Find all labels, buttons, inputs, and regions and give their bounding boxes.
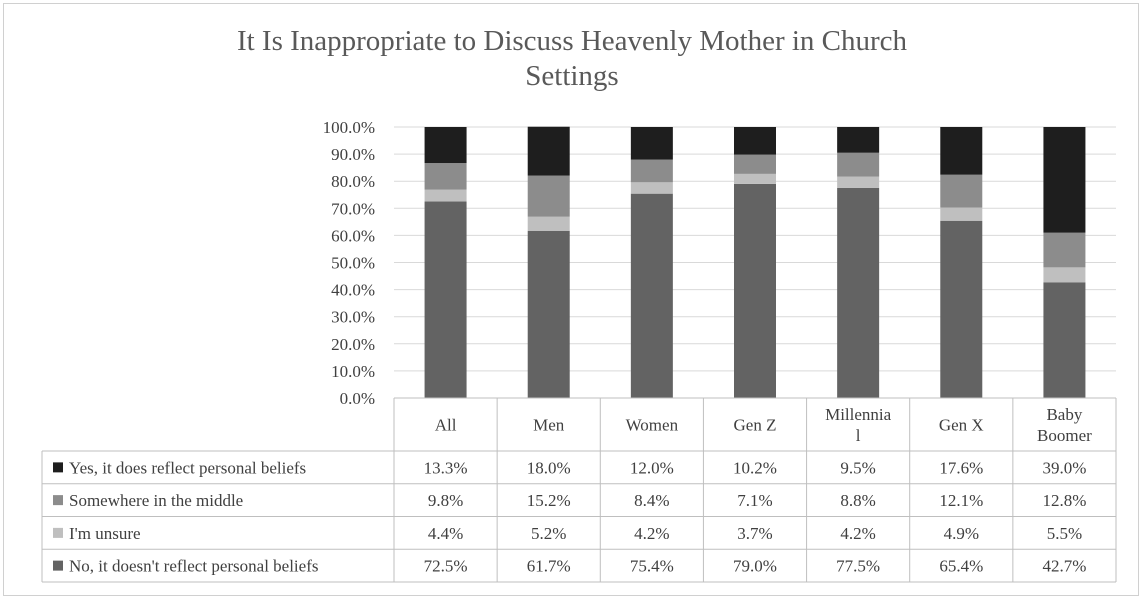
data-label: 5.2% [531,524,566,543]
bar-segment [1043,127,1086,233]
x-category-label: Gen X [939,416,984,435]
x-category-label: l [856,426,861,445]
legend-swatch [53,495,63,506]
data-label: 13.3% [424,458,468,477]
y-tick-label: 30.0% [331,308,375,327]
bar-segment [940,220,983,398]
bar-segment [734,154,776,174]
x-category-label: All [435,416,457,435]
bar-segment [734,127,776,155]
data-label: 72.5% [424,557,468,576]
data-label: 4.2% [634,524,669,543]
bar-segment [837,152,880,177]
legend-label: No, it doesn't reflect personal beliefs [69,557,318,576]
y-tick-label: 60.0% [331,226,375,245]
data-label: 39.0% [1042,458,1086,477]
data-label: 7.1% [737,491,772,510]
bar-segment [734,173,776,184]
bar-segment [527,216,570,231]
bar-segment [1043,232,1086,268]
bar-segment [630,159,673,183]
y-tick-label: 0.0% [340,389,375,408]
x-category-label: Boomer [1037,426,1092,445]
data-label: 15.2% [527,491,571,510]
data-label: 3.7% [737,524,772,543]
chart-title-line-1: It Is Inappropriate to Discuss Heavenly … [236,25,908,57]
legend-swatch [53,560,63,571]
legend-swatch [53,462,63,473]
data-label: 18.0% [527,458,571,477]
bar-segment [424,163,467,190]
legend-label: Somewhere in the middle [69,491,243,510]
data-label: 8.8% [840,491,875,510]
y-tick-label: 80.0% [331,172,375,191]
data-label: 9.8% [428,491,463,510]
data-label: 4.4% [428,524,463,543]
bar-segment [734,183,776,398]
bar-segment [837,187,880,398]
legend-swatch [53,527,63,538]
data-label: 9.5% [840,458,875,477]
bar-segment [424,189,467,202]
legend-label: Yes, it does reflect personal beliefs [69,458,306,477]
bar-segment [424,201,467,398]
data-label: 5.5% [1047,524,1082,543]
bar-segment [527,175,570,217]
data-label: 12.0% [630,458,674,477]
x-category-label: Baby [1046,405,1082,424]
x-category-label: Gen Z [734,416,777,435]
bar-segment [940,127,983,175]
y-tick-label: 70.0% [331,199,375,218]
bar-segment [1043,282,1086,398]
bar-segment [837,176,880,188]
x-category-label: Women [626,416,679,435]
chart-title: It Is Inappropriate to Discuss Heavenly … [0,24,1144,94]
y-tick-label: 10.0% [331,362,375,381]
y-tick-label: 40.0% [331,281,375,300]
data-label: 79.0% [733,557,777,576]
bar-segment [630,193,673,398]
data-label: 4.9% [944,524,979,543]
bar-segment [424,127,467,164]
chart-frame [3,3,1139,596]
y-tick-label: 100.0% [323,118,375,137]
legend-label: I'm unsure [69,524,141,543]
y-tick-label: 90.0% [331,145,375,164]
bar-segment [527,126,570,176]
bar-segment [630,127,673,160]
x-category-label: Men [533,416,565,435]
data-label: 65.4% [939,557,983,576]
data-label: 42.7% [1042,557,1086,576]
bar-segment [940,174,983,208]
bar-segment [630,182,673,194]
chart-title-line-2: Settings [525,60,619,92]
bar-segment [527,230,570,398]
data-label: 12.8% [1042,491,1086,510]
bar-segment [837,127,880,153]
y-tick-label: 20.0% [331,335,375,354]
data-label: 10.2% [733,458,777,477]
data-label: 77.5% [836,557,880,576]
data-label: 17.6% [939,458,983,477]
bar-segment [1043,267,1086,283]
bar-segment [940,207,983,221]
data-label: 8.4% [634,491,669,510]
y-tick-label: 50.0% [331,254,375,273]
data-label: 12.1% [939,491,983,510]
data-label: 61.7% [527,557,571,576]
x-category-label: Millennia [825,405,892,424]
data-label: 4.2% [840,524,875,543]
data-label: 75.4% [630,557,674,576]
